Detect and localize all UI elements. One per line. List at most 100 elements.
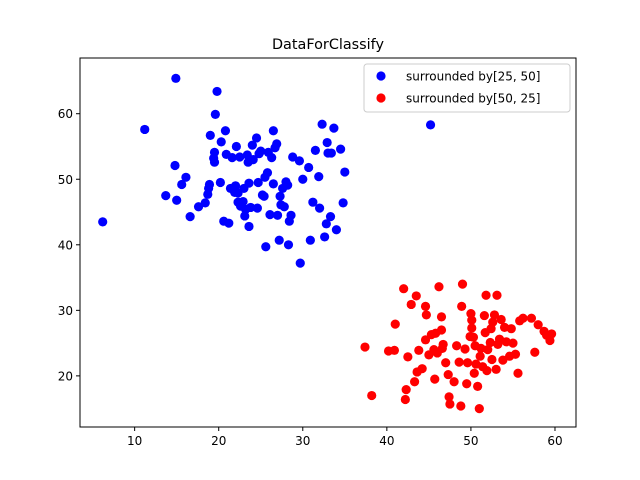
data-point: [491, 364, 501, 374]
data-point: [474, 404, 484, 414]
data-point: [518, 313, 528, 323]
data-point: [185, 212, 195, 222]
data-point: [317, 119, 327, 129]
data-point: [172, 195, 182, 205]
data-point: [283, 240, 294, 250]
data-point: [460, 344, 470, 354]
data-point: [268, 126, 278, 136]
data-point: [262, 168, 273, 178]
data-point: [367, 390, 377, 401]
data-point: [321, 219, 331, 229]
data-point: [417, 364, 427, 374]
y-tick-label: 40: [58, 238, 73, 252]
data-point: [265, 210, 275, 220]
data-point: [209, 147, 220, 157]
data-point: [210, 109, 220, 119]
x-tick-label: 20: [211, 434, 226, 448]
data-point: [438, 339, 448, 350]
data-point: [449, 377, 459, 387]
data-point: [506, 324, 516, 334]
data-point: [286, 210, 296, 220]
data-point: [338, 198, 348, 208]
data-point: [414, 345, 424, 355]
data-point: [320, 232, 330, 242]
data-point: [436, 312, 447, 322]
data-point: [403, 352, 413, 362]
data-point: [434, 282, 444, 292]
data-point: [420, 335, 431, 345]
data-point: [411, 291, 421, 301]
data-point: [401, 385, 411, 395]
data-point: [170, 160, 180, 171]
data-point: [181, 172, 191, 182]
data-point: [248, 154, 258, 165]
x-tick-label: 50: [463, 434, 478, 448]
data-point: [140, 124, 150, 135]
data-point: [526, 313, 537, 323]
data-point: [340, 167, 350, 177]
data-point: [267, 153, 277, 163]
data-point: [177, 179, 187, 190]
data-point: [252, 203, 262, 213]
data-point: [227, 153, 237, 163]
data-point: [336, 144, 346, 154]
data-point: [314, 203, 325, 213]
data-point: [244, 178, 254, 188]
x-tick-label: 60: [547, 434, 562, 448]
data-point: [279, 202, 289, 212]
data-point: [462, 358, 473, 368]
data-point: [209, 157, 220, 167]
data-point: [421, 310, 431, 320]
data-point: [246, 202, 256, 213]
legend-label: surrounded by[25, 50]: [406, 70, 540, 84]
data-point: [468, 332, 479, 342]
data-point: [310, 145, 320, 156]
data-point: [457, 279, 468, 289]
y-tick-label: 30: [58, 304, 73, 318]
data-point: [238, 196, 248, 207]
legend-label: surrounded by[50, 25]: [406, 92, 540, 106]
series-2: [360, 279, 557, 414]
data-point: [205, 130, 215, 140]
y-tick-label: 60: [58, 107, 73, 121]
data-point: [314, 172, 324, 182]
data-point: [467, 315, 477, 325]
data-point: [259, 191, 269, 201]
data-point: [161, 191, 171, 201]
data-point: [224, 218, 234, 228]
data-point: [389, 345, 400, 355]
data-point: [488, 317, 498, 327]
data-point: [483, 345, 493, 355]
data-point: [216, 137, 226, 147]
legend-box: [363, 63, 571, 113]
plot-background: [80, 58, 576, 427]
data-point: [220, 126, 231, 136]
plot-area: [79, 57, 577, 428]
data-point: [256, 146, 266, 156]
data-point: [425, 120, 436, 130]
data-point: [212, 86, 222, 97]
data-point: [498, 355, 508, 365]
data-point: [400, 394, 410, 405]
data-point: [479, 310, 489, 321]
data-point: [272, 139, 282, 149]
data-point: [452, 341, 462, 351]
data-point: [510, 349, 521, 359]
data-point: [253, 177, 263, 188]
data-point: [235, 152, 245, 162]
data-point: [171, 73, 181, 83]
data-point: [298, 174, 308, 184]
data-point: [530, 347, 540, 357]
chart-title: DataForClassify: [272, 37, 385, 53]
data-point: [399, 284, 409, 294]
data-point: [469, 368, 479, 378]
data-point: [445, 399, 455, 409]
data-point: [288, 152, 298, 162]
data-point: [294, 156, 305, 166]
data-point: [533, 320, 543, 330]
legend: surrounded by[25, 50] surrounded by[50, 2…: [363, 63, 571, 113]
data-point: [467, 323, 477, 333]
data-point: [487, 354, 497, 365]
data-point: [508, 338, 518, 348]
